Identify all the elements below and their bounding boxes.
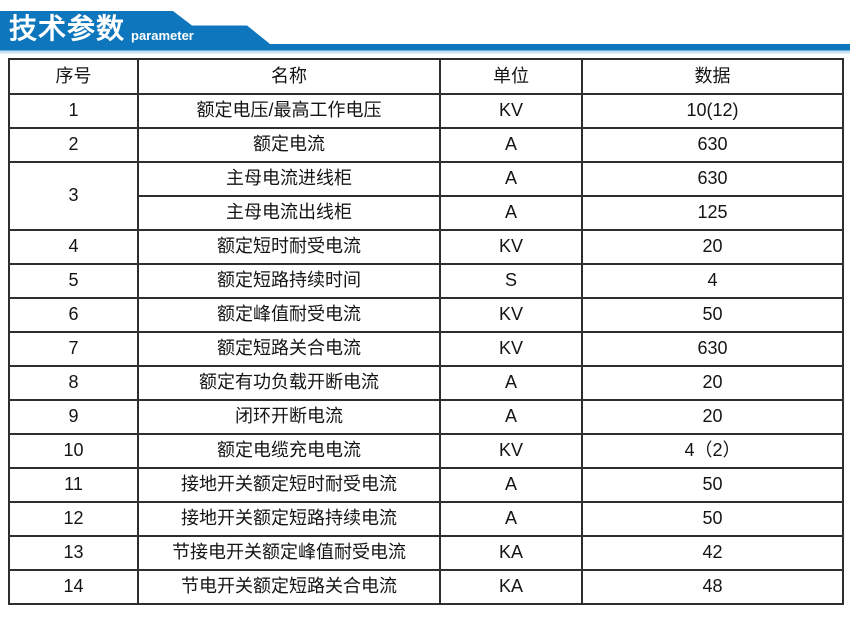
table-row: 12 接地开关额定短路持续电流 A 50	[8, 501, 844, 537]
cell-unit: A	[439, 399, 583, 435]
cell-no: 5	[8, 263, 139, 299]
table-row: 11 接地开关额定短时耐受电流 A 50	[8, 467, 844, 503]
cell-value: 48	[581, 569, 844, 605]
cell-value: 20	[581, 399, 844, 435]
cell-unit: KA	[439, 569, 583, 605]
cell-value: 50	[581, 297, 844, 333]
cell-name: 主母电流进线柜	[137, 161, 441, 197]
cell-name: 额定电缆充电电流	[137, 433, 441, 469]
cell-unit: KV	[439, 433, 583, 469]
table-row: 7 额定短路关合电流 KV 630	[8, 331, 844, 367]
table-row: 9 闭环开断电流 A 20	[8, 399, 844, 435]
cell-value: 50	[581, 501, 844, 537]
table-row: 10 额定电缆充电电流 KV 4（2）	[8, 433, 844, 469]
header-cell-value: 数据	[581, 58, 844, 95]
cell-name: 额定有功负载开断电流	[137, 365, 441, 401]
header-cell-name: 名称	[137, 58, 441, 95]
cell-no: 11	[8, 467, 139, 503]
cell-value: 630	[581, 127, 844, 163]
cell-name: 接地开关额定短路持续电流	[137, 501, 441, 537]
cell-name: 额定电流	[137, 127, 441, 163]
cell-name: 额定短时耐受电流	[137, 229, 441, 265]
cell-unit: A	[439, 161, 583, 197]
cell-unit: A	[439, 501, 583, 537]
section-subtitle: parameter	[131, 28, 194, 43]
table-row: 8 额定有功负载开断电流 A 20	[8, 365, 844, 401]
cell-no: 2	[8, 127, 139, 163]
cell-no: 9	[8, 399, 139, 435]
table-row: 2 额定电流 A 630	[8, 127, 844, 163]
cell-value: 10(12)	[581, 93, 844, 129]
section-banner: 技术参数 parameter	[0, 0, 850, 56]
table-row: 14 节电开关额定短路关合电流 KA 48	[8, 569, 844, 605]
table-header-row: 序号 名称 单位 数据	[8, 58, 844, 95]
cell-value: 20	[581, 229, 844, 265]
table-row: 6 额定峰值耐受电流 KV 50	[8, 297, 844, 333]
cell-name: 主母电流出线柜	[137, 195, 441, 231]
cell-unit: KV	[439, 331, 583, 367]
table-row: 1 额定电压/最高工作电压 KV 10(12)	[8, 93, 844, 129]
cell-no: 6	[8, 297, 139, 333]
cell-unit: A	[439, 127, 583, 163]
cell-unit: S	[439, 263, 583, 299]
cell-no: 7	[8, 331, 139, 367]
header-cell-no: 序号	[8, 58, 139, 95]
cell-unit: A	[439, 365, 583, 401]
cell-no: 14	[8, 569, 139, 605]
cell-name: 额定峰值耐受电流	[137, 297, 441, 333]
parameters-table: 序号 名称 单位 数据 1 额定电压/最高工作电压 KV 10(12) 2 额定…	[8, 58, 844, 605]
cell-name: 节接电开关额定峰值耐受电流	[137, 535, 441, 571]
cell-unit: KA	[439, 535, 583, 571]
cell-name: 额定短路持续时间	[137, 263, 441, 299]
cell-no: 12	[8, 501, 139, 537]
cell-unit: KV	[439, 93, 583, 129]
banner-ribbon-shape	[0, 11, 850, 54]
cell-value: 630	[581, 331, 844, 367]
table-row: 5 额定短路持续时间 S 4	[8, 263, 844, 299]
table-row: 4 额定短时耐受电流 KV 20	[8, 229, 844, 265]
cell-no: 4	[8, 229, 139, 265]
cell-value: 125	[581, 195, 844, 231]
table-row: 主母电流出线柜 A 125	[9, 195, 844, 231]
cell-no: 13	[8, 535, 139, 571]
table-row: 13 节接电开关额定峰值耐受电流 KA 42	[8, 535, 844, 571]
section-title: 技术参数	[9, 13, 126, 44]
cell-no: 1	[8, 93, 139, 129]
cell-name: 额定短路关合电流	[137, 331, 441, 367]
cell-no: 8	[8, 365, 139, 401]
cell-value: 4（2）	[581, 433, 844, 469]
cell-value: 50	[581, 467, 844, 503]
cell-unit: KV	[439, 297, 583, 333]
cell-value: 4	[581, 263, 844, 299]
cell-value: 42	[581, 535, 844, 571]
cell-value: 20	[581, 365, 844, 401]
header-cell-unit: 单位	[439, 58, 583, 95]
cell-name: 闭环开断电流	[137, 399, 441, 435]
cell-no-merged: 3	[8, 161, 139, 231]
table-row: 3 主母电流进线柜 A 630	[8, 161, 844, 231]
cell-name: 节电开关额定短路关合电流	[137, 569, 441, 605]
cell-name: 额定电压/最高工作电压	[137, 93, 441, 129]
cell-unit: A	[439, 195, 583, 231]
cell-unit: KV	[439, 229, 583, 265]
cell-no: 10	[8, 433, 139, 469]
cell-name: 接地开关额定短时耐受电流	[137, 467, 441, 503]
cell-value: 630	[581, 161, 844, 197]
cell-unit: A	[439, 467, 583, 503]
